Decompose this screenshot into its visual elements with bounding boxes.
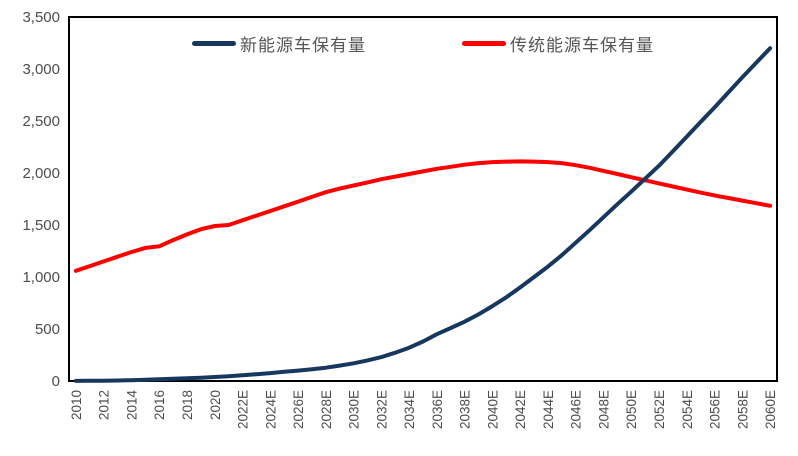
x-axis-tick-label: 2030E (347, 390, 362, 429)
x-axis-tick-label: 2052E (652, 390, 667, 429)
y-axis-tick-label: 3,000 (22, 61, 60, 78)
x-axis-tick-label: 2046E (569, 390, 584, 429)
x-axis-tick-label: 2050E (624, 390, 639, 429)
y-axis-tick-label: 2,000 (22, 165, 60, 182)
x-axis-tick-label: 2044E (541, 390, 556, 429)
y-axis-tick-label: 2,500 (22, 113, 60, 130)
y-axis-tick-label: 1,000 (22, 269, 60, 286)
y-axis-tick-label: 0 (52, 373, 60, 390)
plot-border (68, 16, 778, 382)
x-axis-tick-label: 2040E (485, 390, 500, 429)
x-axis-tick-label: 2038E (458, 390, 473, 429)
x-axis-tick-label: 2026E (291, 390, 306, 429)
new-energy-series-line (73, 46, 773, 383)
y-axis-tick-label: 3,500 (22, 9, 60, 26)
y-axis-tick-label: 500 (35, 321, 60, 338)
y-axis-tick-label: 1,500 (22, 217, 60, 234)
x-axis-tick-label: 2024E (263, 390, 278, 429)
x-axis-tick-label: 2058E (735, 390, 750, 429)
x-axis-tick-label: 2010 (69, 390, 84, 420)
x-axis-tick-label: 2054E (680, 390, 695, 429)
x-axis-tick-label: 2020 (208, 390, 223, 420)
x-axis-tick-label: 2036E (430, 390, 445, 429)
x-axis-tick-label: 2042E (513, 390, 528, 429)
x-axis-tick-label: 2034E (402, 390, 417, 429)
x-axis-tick-label: 2022E (236, 390, 251, 429)
x-axis-tick-label: 2016 (152, 390, 167, 420)
x-axis-tick-label: 2012 (97, 390, 112, 420)
x-axis-tick-label: 2014 (124, 390, 139, 421)
traditional-series-line (73, 159, 773, 273)
x-axis-tick-label: 2060E (763, 390, 778, 429)
x-axis-tick-label: 2032E (374, 390, 389, 429)
x-axis-tick-label: 2028E (319, 390, 334, 429)
x-axis-tick-label: 2056E (708, 390, 723, 429)
x-axis-tick-label: 2018 (180, 390, 195, 420)
x-axis-tick-label: 2048E (596, 390, 611, 429)
